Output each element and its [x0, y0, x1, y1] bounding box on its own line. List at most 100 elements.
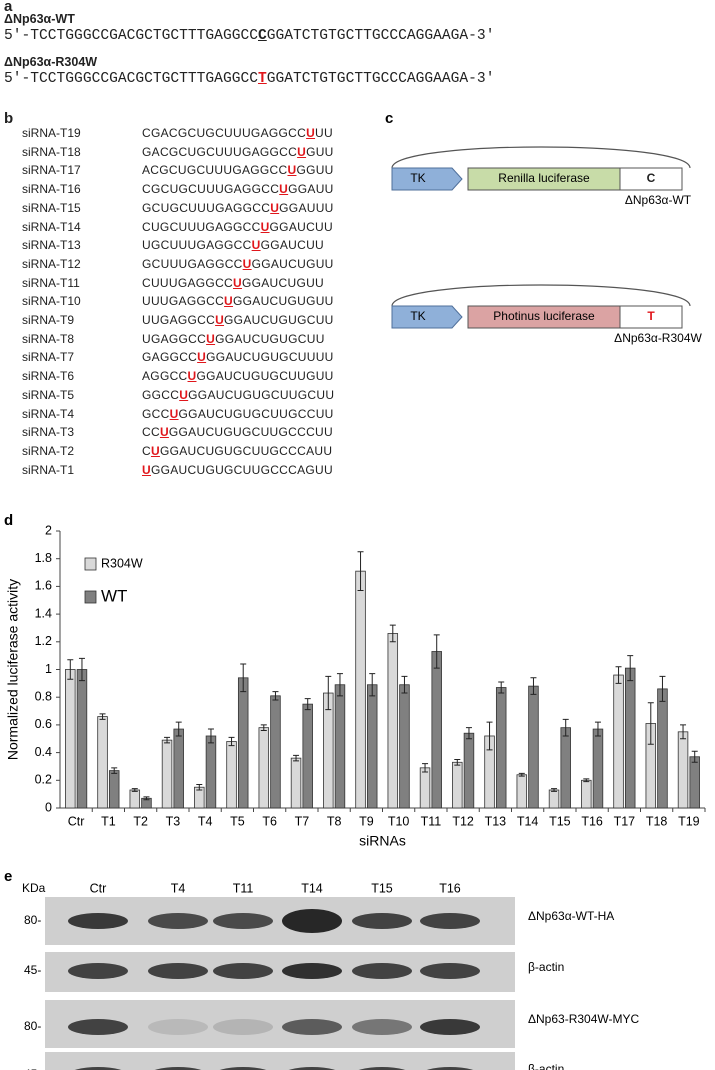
error-bar: [99, 713, 106, 720]
sirna-name: siRNA-T7: [22, 350, 75, 365]
row-label: β-actin: [528, 960, 564, 974]
sequence-before: CUUUGAGGCC: [142, 275, 234, 290]
error-bar: [530, 677, 537, 695]
sequence: 5′-TCCTGGGCCGACGCTGCTTTGAGGCCTGGATCTGTGC…: [4, 71, 494, 87]
x-axis-title: siRNAs: [359, 833, 406, 849]
error-bar: [498, 681, 505, 694]
sequence-after: GGAUCUGUU: [241, 275, 325, 290]
x-tick-label: T18: [646, 814, 668, 828]
bar: [592, 728, 604, 809]
sirna-name: siRNA-T9: [22, 313, 75, 327]
sirna-sequence: GGCCUGGAUCUGUGCUUGCUU: [142, 388, 334, 402]
bar: [161, 739, 173, 809]
error-bar: [111, 767, 118, 774]
bar: [528, 685, 539, 809]
sequence-after: GGAUCUU: [269, 219, 333, 234]
marker-label: 45-: [24, 963, 41, 977]
bar: [613, 674, 624, 809]
bar: [97, 716, 108, 809]
mutant-base: U: [270, 200, 280, 215]
panel-label: e: [4, 868, 12, 885]
sequence-before: GCC: [142, 406, 170, 421]
bar: [108, 770, 120, 809]
sequence-suffix: GGATCTGTGCTTGCCCAGGAAGA-3′: [266, 28, 495, 44]
sirna-name: siRNA-T17: [22, 163, 81, 178]
sequence-after: GGAUCUGUGCUUUU: [206, 350, 334, 365]
mutant-base: U: [224, 294, 234, 309]
error-bar: [369, 673, 376, 697]
error-bar: [422, 763, 429, 773]
bar: [302, 703, 313, 809]
bar: [355, 570, 366, 809]
panel-label: d: [4, 512, 13, 529]
mutant-base: U: [306, 126, 316, 140]
sirna-sequence: CUUUGAGGCCUGGAUCUGUU: [142, 276, 324, 290]
sequence-after: GGUU: [296, 163, 334, 178]
bar: [76, 669, 88, 809]
sequence-after: GGAUCUGUGCUUGCCCAGUU: [150, 462, 333, 477]
bar: [129, 789, 141, 809]
plasmid-backbone: [391, 284, 691, 307]
error-bar: [615, 666, 622, 684]
sequence-after: UU: [315, 126, 333, 140]
sequence-before: C: [142, 443, 151, 458]
bar: [581, 779, 592, 809]
mutant-base: U: [159, 425, 169, 440]
sequence-after: GGAUCUGUGCUUGUU: [196, 369, 334, 384]
x-tick-label: T10: [388, 814, 410, 828]
sequence-after: GGAUCUGUGUU: [233, 294, 334, 309]
sequence-before: CUGCUUUGAGGCC: [142, 219, 261, 234]
sirna-name: siRNA-T16: [22, 182, 81, 197]
blot-band: [352, 1019, 412, 1035]
error-bar: [562, 718, 569, 737]
sequence: 5′-TCCTGGGCCGACGCTGCTTTGAGGCCCGGATCTGTGC…: [4, 28, 494, 44]
promoter-label: TK: [410, 309, 425, 323]
x-tick-label: T19: [678, 814, 700, 828]
sirna-sequence: ACGCUGCUUUGAGGCCUGGUU: [142, 163, 334, 177]
blot-band: [213, 963, 273, 979]
x-tick-label: T7: [295, 814, 310, 828]
reporter-label: Renilla luciferase: [498, 171, 590, 185]
sequence-before: UUUGAGGCC: [142, 294, 225, 309]
bar: [65, 669, 76, 809]
bar: [334, 684, 346, 809]
error-bar: [486, 721, 493, 751]
error-bar: [143, 796, 150, 801]
sequence-after: GGAUCUGUGCUUGCCCAUU: [159, 443, 333, 458]
sirna-sequence: AGGCCUGGAUCUGUGCUUGUU: [142, 369, 334, 383]
construct-name: ΔNp63α-R304W: [4, 55, 98, 69]
y-tick-label: 0.2: [35, 773, 52, 787]
sequence-before: GCUUUGAGGCC: [142, 256, 243, 271]
sirna-sequence: UGCUUUGAGGCCUGGAUCUU: [142, 238, 324, 252]
marker-label: 80-: [24, 1019, 41, 1033]
sequence-after: GGAUCUGUGCUU: [215, 331, 325, 346]
sequence-before: CGCUGCUUUGAGGCC: [142, 182, 280, 197]
blot-band: [154, 1067, 202, 1070]
blot-band: [74, 1067, 122, 1070]
marker-label: 45-: [24, 1067, 41, 1070]
panel-label: a: [4, 0, 13, 15]
blot-band: [352, 913, 412, 929]
mutant-base: U: [150, 443, 160, 458]
error-bar: [518, 772, 525, 777]
bar: [689, 756, 700, 809]
sequence-before: GAGGCC: [142, 350, 198, 365]
blot-band: [282, 909, 342, 933]
legend-swatch: [84, 590, 97, 604]
sequence-before: CGACGCUGCUUUGAGGCC: [142, 126, 307, 140]
sirna-sequence: CCUGGAUCUGUGCUUGCCCUU: [142, 425, 333, 439]
promoter-box: [391, 305, 463, 329]
error-bar: [240, 663, 247, 693]
y-tick-label: 2: [45, 523, 52, 537]
reporter-label: Photinus luciferase: [493, 309, 595, 323]
bar: [270, 695, 281, 809]
sequence-before: UGCUUUGAGGCC: [142, 238, 252, 253]
sirna-name: siRNA-T5: [22, 387, 75, 402]
bar: [258, 727, 270, 809]
row-label: ΔNp63α-WT-HA: [528, 909, 614, 923]
bar: [290, 757, 302, 809]
plasmid-backbone: [391, 146, 691, 169]
y-tick-label: 1.2: [35, 634, 52, 648]
bar: [323, 692, 334, 809]
